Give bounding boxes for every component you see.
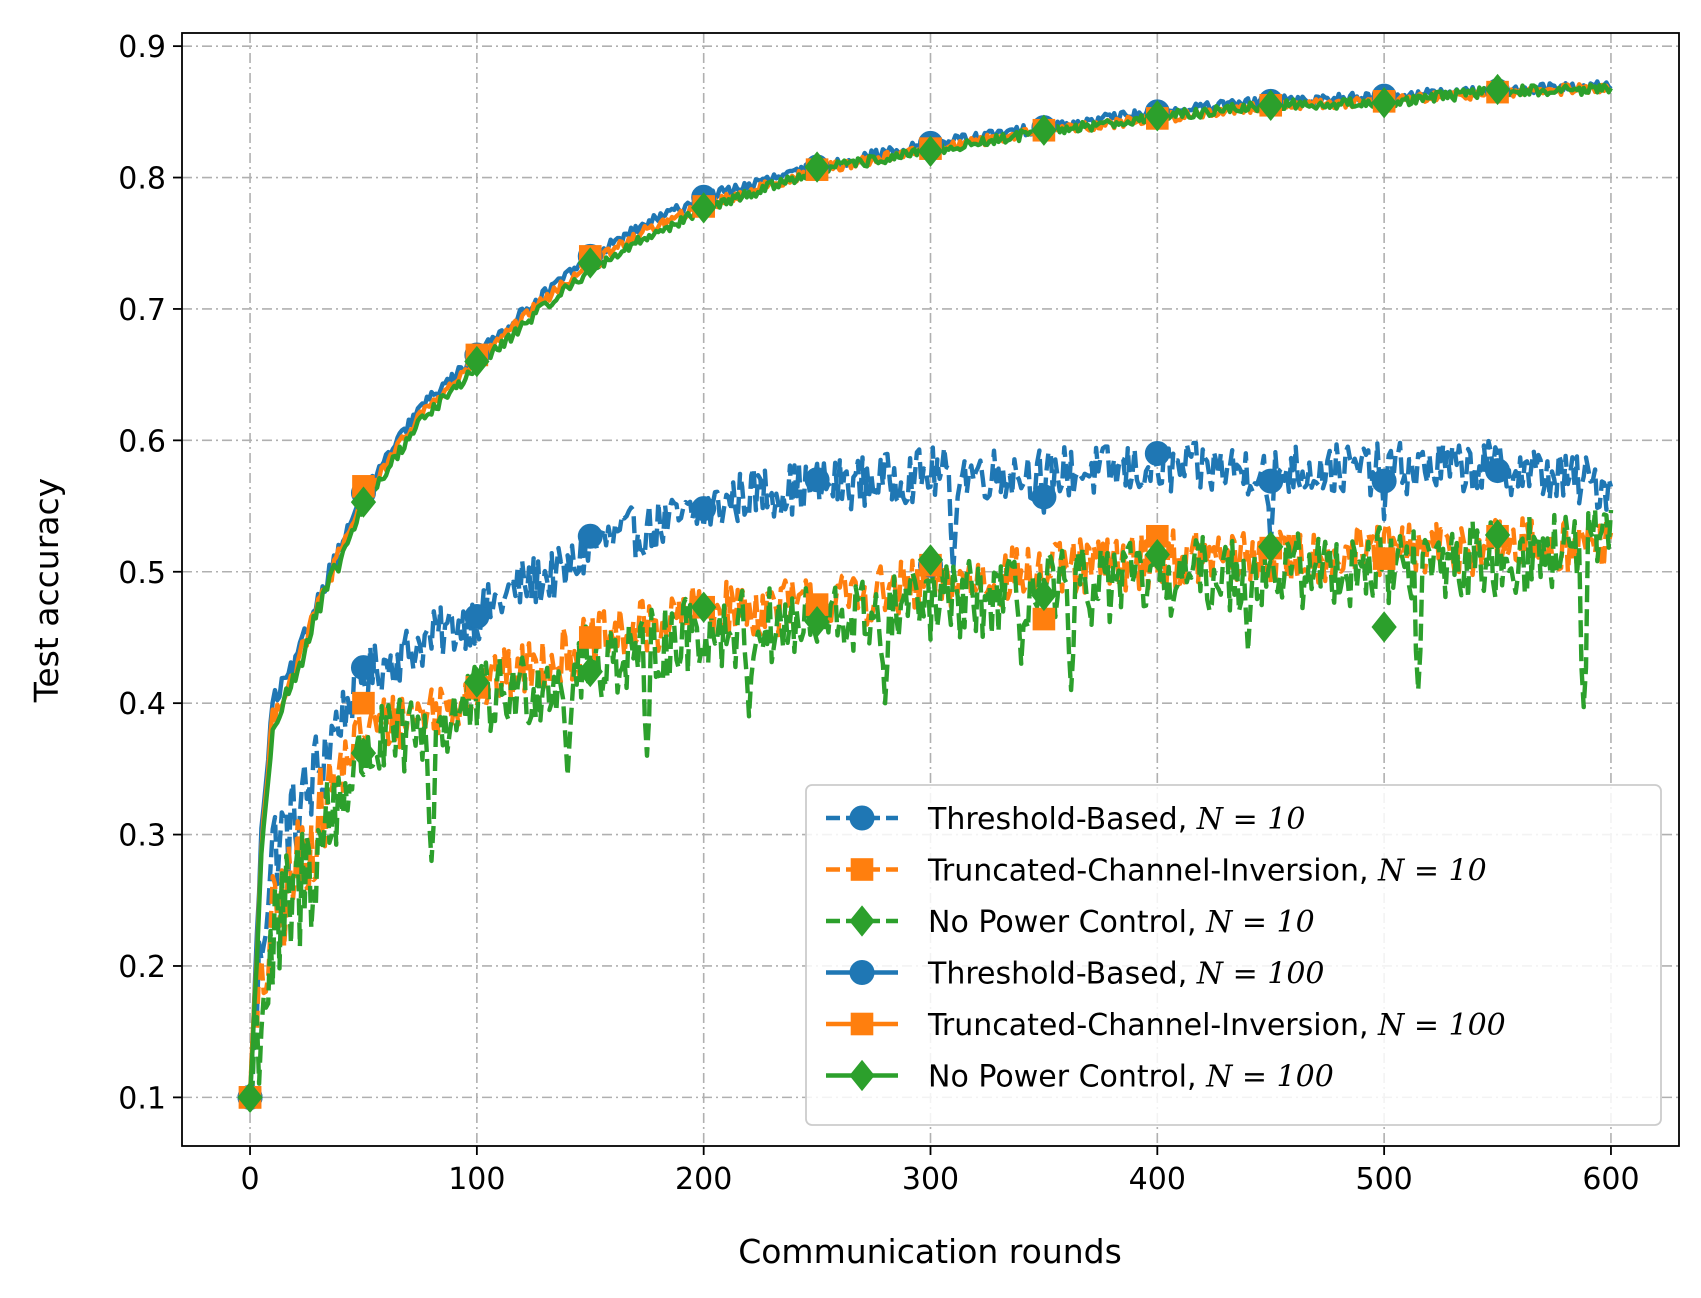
legend: Threshold-Based, N = 10Truncated-Channel… [805,784,1662,1126]
series-marker [350,737,377,769]
series-marker [1144,100,1170,132]
y-tick-label: 0.6 [118,424,166,459]
series-marker [917,544,944,576]
series-marker [237,1081,263,1114]
series-marker [1258,468,1284,494]
legend-label: Threshold-Based, N = 100 [927,957,1325,992]
series-marker [1258,531,1284,563]
y-tick-label: 0.8 [118,162,166,197]
series-marker [1484,73,1511,106]
series-markers [237,73,1511,1114]
series-marker [1371,468,1397,494]
series-marker [1484,519,1511,551]
y-tick-label: 0.1 [118,1081,166,1116]
x-tick-label: 600 [1582,1162,1639,1197]
legend-series-name: Threshold-Based, [927,802,1197,837]
series-marker [691,192,717,224]
series-marker [1258,89,1284,121]
legend-n-value: N = 10 [1377,854,1487,889]
series-marker [1372,547,1396,570]
legend-marker [849,905,875,937]
series-line [248,438,1614,1099]
y-tick-label: 0.5 [118,556,166,591]
legend-label: Threshold-Based, N = 10 [927,802,1305,837]
y-axis-label: Test accuracy [27,478,66,703]
legend-n-value: N = 10 [1196,802,1306,837]
series-marker [1144,539,1170,571]
legend-entry: No Power Control, N = 100 [826,1060,1334,1095]
y-tick-label: 0.9 [118,30,166,65]
x-tick-label: 200 [675,1162,732,1197]
series-marker [1371,611,1397,643]
series-marker [352,691,375,715]
series-marker [1031,114,1057,146]
x-tick-label: 0 [240,1162,259,1197]
series-marker [804,467,830,493]
series-marker [350,486,377,518]
legend-entry: Truncated-Channel-Inversion, N = 10 [826,854,1487,889]
x-axis-label: Communication rounds [738,1232,1122,1271]
series-marker [464,345,490,378]
series-marker [1031,579,1057,612]
series-marker [691,496,717,522]
legend-series-name: Threshold-Based, [927,957,1197,992]
series-marker [577,523,603,549]
legend-n-value: N = 100 [1196,957,1325,992]
legend-series-name: Truncated-Channel-Inversion, [927,854,1378,889]
legend-entry: Threshold-Based, N = 10 [826,802,1305,837]
x-tick-label: 400 [1129,1162,1186,1197]
x-tick-label: 500 [1356,1162,1413,1197]
series-marker [1371,86,1397,119]
legend-marker [850,1012,874,1036]
legend-entry: No Power Control, N = 10 [826,905,1315,940]
legend-label: No Power Control, N = 10 [928,905,1315,940]
series-marker [464,603,490,629]
legend-entry: Truncated-Channel-Inversion, N = 100 [826,1008,1506,1043]
legend-entries: Threshold-Based, N = 10Truncated-Channel… [826,802,1506,1095]
series-marker [1485,458,1511,484]
series-marker [804,606,830,638]
legend-n-value: N = 10 [1205,905,1315,940]
series-marker [350,655,376,681]
legend-series-name: No Power Control, [928,905,1206,940]
legend-label: Truncated-Channel-Inversion, N = 100 [927,1008,1506,1043]
series-marker [1144,440,1170,466]
series-marker [691,591,717,623]
legend-n-value: N = 100 [1205,1060,1334,1095]
series-marker [464,666,490,698]
legend-box [805,784,1662,1126]
legend-label: Truncated-Channel-Inversion, N = 10 [927,854,1487,889]
series-marker [577,655,603,688]
y-axis-ticks: 0.1 0.2 0.3 0.4 0.5 0.6 0.7 0.8 0.9 [118,30,182,1116]
series-line [247,516,1614,1098]
x-axis-ticks: 0 100 200 300 400 500 600 [240,1146,1640,1197]
y-tick-label: 0.4 [118,687,166,722]
y-tick-label: 0.2 [118,950,166,985]
legend-marker [849,960,875,985]
x-tick-label: 100 [448,1162,505,1197]
y-tick-label: 0.3 [118,819,166,854]
legend-marker [849,805,875,831]
legend-series-name: No Power Control, [928,1060,1206,1095]
y-tick-label: 0.7 [118,293,166,328]
series-marker [577,247,603,279]
legend-marker [850,858,874,881]
legend-marker [849,1059,875,1092]
series-marker [1032,607,1056,631]
x-tick-label: 300 [902,1162,959,1197]
legend-entry: Threshold-Based, N = 100 [826,957,1325,992]
series-marker [804,151,830,183]
legend-n-value: N = 100 [1377,1008,1506,1043]
legend-series-name: Truncated-Channel-Inversion, [927,1008,1378,1043]
legend-label: No Power Control, N = 100 [928,1060,1334,1095]
series-marker [1031,484,1057,510]
series-marker [917,135,944,167]
series-marker [578,626,602,649]
